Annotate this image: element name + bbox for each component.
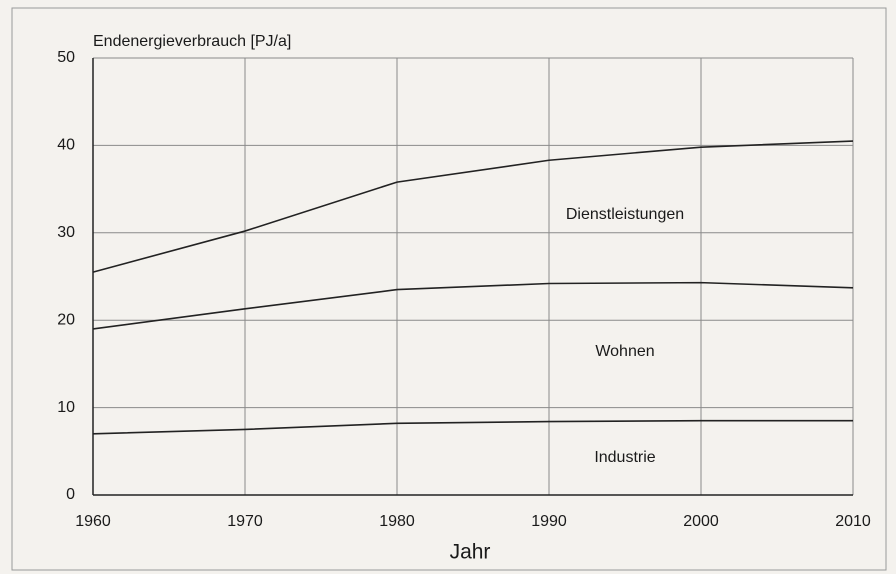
y-tick-label: 50	[57, 49, 75, 66]
y-axis-label: Endenergieverbrauch [PJ/a]	[93, 33, 291, 50]
y-tick-label: 20	[57, 311, 75, 328]
series-line	[92, 419, 853, 435]
x-tick-label: 1990	[531, 513, 567, 530]
y-tick-label: 30	[57, 224, 75, 241]
x-tick-label: 2000	[683, 513, 719, 530]
series-label: Wohnen	[595, 343, 654, 360]
series-line	[92, 140, 854, 273]
x-tick-label: 1970	[227, 513, 263, 530]
x-tick-label: 1960	[75, 513, 111, 530]
x-tick-label: 2010	[835, 513, 871, 530]
frame	[11, 7, 887, 571]
x-tick-label: 1980	[379, 513, 415, 530]
series-label: Industrie	[594, 449, 655, 466]
y-tick-label: 10	[57, 399, 75, 416]
series-label: Dienstleistungen	[566, 206, 684, 223]
y-tick-label: 40	[57, 137, 75, 154]
y-tick-label: 0	[66, 486, 75, 503]
series-line	[92, 281, 854, 330]
x-axis-label: Jahr	[450, 541, 491, 564]
